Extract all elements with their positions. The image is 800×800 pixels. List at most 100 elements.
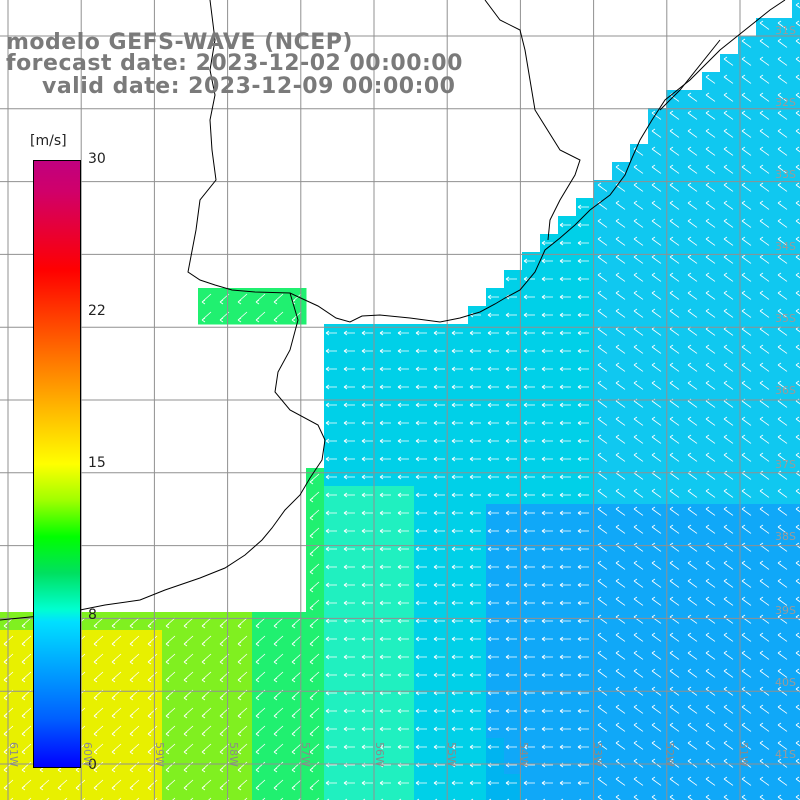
- wind-cell: [756, 396, 775, 415]
- wind-arrow: [111, 653, 122, 665]
- wind-arrow: [795, 182, 800, 189]
- wind-cell: [792, 576, 800, 595]
- wind-cell: [738, 270, 757, 289]
- wind-arrow: [795, 254, 800, 261]
- wind-arrow: [505, 582, 517, 588]
- wind-arrow: [759, 218, 770, 228]
- wind-cell: [666, 108, 685, 127]
- wind-cell: [738, 774, 757, 793]
- wind-cell: [756, 270, 775, 289]
- wind-cell: [648, 504, 667, 523]
- wind-cell: [720, 756, 739, 775]
- wind-arrow: [291, 617, 302, 629]
- lat-label: 32S: [775, 96, 796, 109]
- wind-arrow: [577, 384, 589, 390]
- wind-cell: [594, 270, 613, 289]
- wind-arrow: [741, 704, 752, 714]
- wind-cell: [720, 540, 739, 559]
- wind-arrow: [651, 272, 662, 282]
- wind-cell: [612, 558, 631, 577]
- wind-arrow: [469, 564, 481, 570]
- wind-arrow: [309, 779, 320, 791]
- wind-arrow: [669, 560, 680, 570]
- wind-arrow: [523, 456, 535, 462]
- wind-cell: [648, 450, 667, 469]
- wind-arrow: [651, 524, 662, 534]
- wind-arrow: [118, 797, 122, 800]
- wind-arrow: [10, 797, 14, 800]
- wind-arrow: [325, 366, 337, 372]
- wind-cell: [684, 234, 703, 253]
- wind-arrow: [451, 474, 463, 480]
- wind-cell: [612, 450, 631, 469]
- wind-arrow: [615, 344, 626, 354]
- wind-arrow: [705, 776, 716, 786]
- wind-arrow: [523, 744, 535, 750]
- wind-cell: [666, 630, 685, 649]
- wind-arrow: [469, 330, 481, 336]
- wind-arrow: [577, 204, 589, 210]
- wind-cell: [486, 792, 505, 800]
- wind-cell: [684, 360, 703, 379]
- wind-arrow: [651, 776, 662, 786]
- wind-arrow: [361, 402, 373, 408]
- wind-cell: [738, 360, 757, 379]
- wind-arrow: [741, 740, 752, 750]
- wind-arrow: [361, 618, 373, 624]
- wind-cell: [720, 90, 739, 109]
- wind-cell: [504, 792, 523, 800]
- wind-arrow: [559, 312, 571, 318]
- wind-arrow: [669, 524, 680, 534]
- wind-arrow: [433, 654, 445, 660]
- wind-cell: [612, 270, 631, 289]
- wind-arrow: [523, 582, 535, 588]
- wind-cell: [450, 792, 469, 800]
- wind-cell: [684, 684, 703, 703]
- wind-arrow: [190, 797, 194, 800]
- wind-arrow: [741, 380, 752, 390]
- wind-cell: [756, 180, 775, 199]
- wind-cell: [612, 216, 631, 235]
- wind-cell: [594, 576, 613, 595]
- wind-arrow: [651, 740, 662, 750]
- wind-cell: [774, 36, 793, 55]
- wind-arrow: [615, 488, 626, 498]
- wind-cell: [792, 486, 800, 505]
- wind-arrow: [759, 182, 770, 192]
- wind-arrow: [615, 722, 626, 732]
- wind-arrow: [397, 438, 409, 444]
- wind-arrow: [687, 344, 698, 354]
- wind-arrow: [615, 686, 626, 696]
- wind-arrow: [255, 743, 266, 755]
- wind-arrow: [795, 362, 800, 369]
- wind-arrow: [469, 546, 481, 552]
- wind-arrow: [795, 686, 800, 693]
- wind-cell: [684, 486, 703, 505]
- wind-arrow: [523, 384, 535, 390]
- wind-cell: [702, 216, 721, 235]
- wind-arrow: [597, 182, 608, 192]
- wind-arrow: [165, 635, 176, 647]
- wind-arrow: [759, 560, 770, 570]
- wind-arrow: [559, 510, 571, 516]
- wind-arrow: [309, 563, 320, 575]
- wind-arrow: [741, 578, 752, 588]
- wind-cell: [630, 342, 649, 361]
- wind-arrow: [244, 797, 248, 800]
- wind-arrow: [451, 528, 463, 534]
- wind-arrow: [487, 312, 499, 318]
- wind-arrow: [687, 128, 698, 138]
- wind-arrow: [723, 182, 734, 192]
- wind-arrow: [487, 492, 499, 498]
- wind-cell: [792, 792, 800, 800]
- wind-arrow: [415, 636, 427, 642]
- wind-arrow: [398, 798, 402, 800]
- wind-cell: [612, 774, 631, 793]
- wind-arrow: [451, 402, 463, 408]
- wind-arrow: [505, 402, 517, 408]
- wind-arrow: [633, 344, 644, 354]
- wind-cell: [234, 792, 253, 800]
- wind-arrow: [795, 380, 800, 387]
- wind-arrow: [795, 596, 800, 603]
- wind-arrow: [523, 708, 535, 714]
